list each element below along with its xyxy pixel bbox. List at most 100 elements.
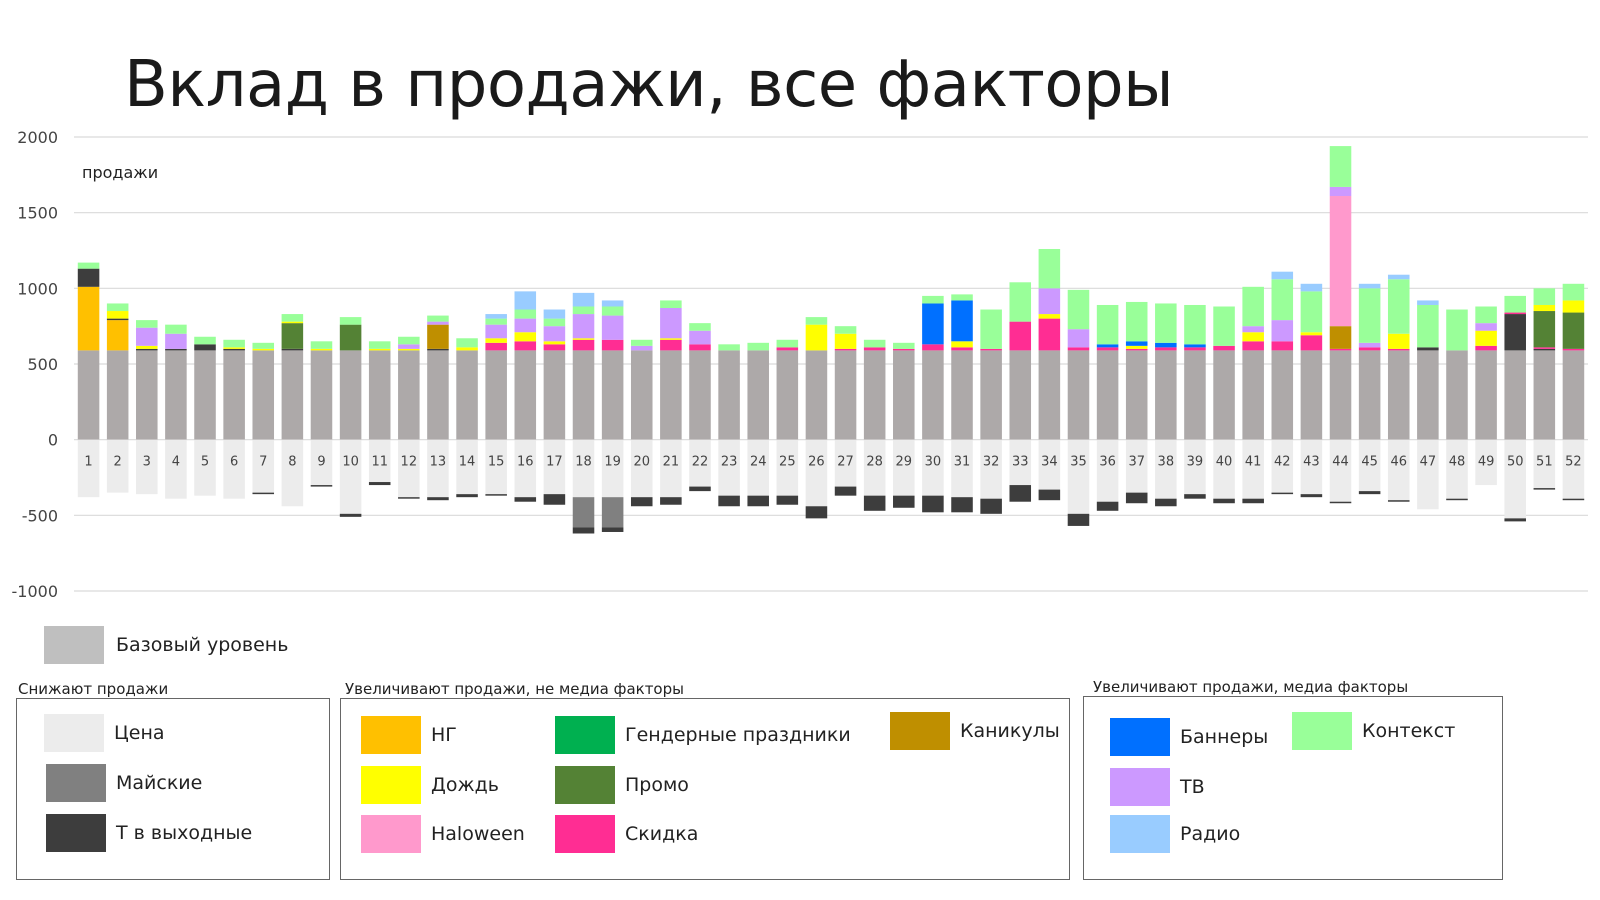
- bar-segment: [1504, 350, 1526, 440]
- bar-segment: [689, 323, 711, 331]
- bar-segment: [1067, 347, 1090, 351]
- bar-segment: [1358, 342, 1381, 348]
- bar-segment: [1125, 492, 1148, 504]
- bar-segment: [1038, 318, 1061, 351]
- bar-segment: [1271, 271, 1294, 280]
- x-tick-label: 34: [1041, 455, 1058, 470]
- legend-swatch: [361, 716, 421, 754]
- legend-label: ТВ: [1180, 776, 1205, 798]
- bar-segment: [310, 485, 333, 487]
- bar-segment: [543, 494, 566, 505]
- bar-segment: [1417, 304, 1439, 348]
- x-tick-label: 33: [1012, 455, 1029, 470]
- x-tick-label: 25: [779, 455, 796, 470]
- y-tick-label: -1000: [12, 582, 59, 601]
- x-tick-label: 19: [604, 455, 621, 470]
- bar-segment: [1446, 309, 1468, 351]
- bar-segment: [572, 439, 595, 498]
- bar-segment: [951, 347, 973, 351]
- bar-segment: [1038, 314, 1061, 319]
- bar-segment: [1271, 350, 1294, 440]
- bar-segment: [427, 321, 449, 325]
- bar-segment: [922, 303, 944, 345]
- bar-segment: [1271, 279, 1294, 321]
- legend-label: Скидка: [625, 823, 699, 845]
- bar-segment: [601, 527, 624, 532]
- x-tick-label: 49: [1478, 455, 1495, 470]
- bar-segment: [747, 439, 769, 496]
- bar-segment: [1358, 347, 1381, 351]
- bar-segment: [660, 339, 682, 351]
- bar-segment: [834, 350, 857, 440]
- bar-segment: [77, 350, 100, 440]
- bar-segment: [660, 300, 682, 309]
- bar-segment: [630, 345, 653, 351]
- bar-segment: [368, 350, 391, 440]
- bar-segment: [165, 324, 187, 334]
- x-tick-label: 26: [808, 455, 825, 470]
- bar-segment: [106, 318, 129, 321]
- bar-segment: [1417, 347, 1439, 351]
- bar-segment: [601, 439, 624, 498]
- bar-segment: [601, 339, 624, 351]
- bar-segment: [223, 339, 245, 348]
- bar-segment: [514, 318, 537, 333]
- bar-segment: [805, 350, 828, 440]
- bar-segment: [106, 350, 129, 440]
- legend-item-price: Цена: [44, 714, 165, 752]
- bar-segment: [1067, 350, 1090, 440]
- bar-segment: [601, 300, 624, 307]
- x-tick-label: 32: [983, 455, 1000, 470]
- x-tick-label: 42: [1274, 455, 1291, 470]
- bar-segment: [1009, 282, 1032, 322]
- bar-segment: [689, 344, 711, 351]
- bar-segment: [980, 439, 1002, 499]
- bar-segment: [281, 314, 304, 322]
- bar-segment: [1242, 286, 1264, 327]
- bar-segment: [1271, 439, 1294, 493]
- bar-segment: [660, 308, 682, 339]
- bar-segment: [1417, 439, 1439, 510]
- bar-segment: [893, 350, 915, 440]
- bar-segment: [1300, 439, 1323, 495]
- bar-segment: [601, 306, 624, 316]
- bar-segment: [339, 350, 362, 440]
- bar-segment: [922, 495, 944, 513]
- bar-segment: [398, 350, 420, 440]
- legend-swatch: [1110, 815, 1170, 853]
- bar-segment: [922, 350, 944, 440]
- bar-segment: [136, 350, 158, 440]
- bar-segment: [77, 262, 100, 269]
- bar-segment: [194, 439, 216, 496]
- bar-segment: [1184, 344, 1206, 348]
- bar-segment: [1387, 350, 1410, 440]
- x-tick-label: 37: [1128, 455, 1145, 470]
- bar-segment: [1271, 341, 1294, 351]
- bar-segment: [747, 342, 769, 351]
- x-tick-label: 50: [1507, 455, 1524, 470]
- bar-segment: [1125, 348, 1148, 351]
- bar-segment: [398, 439, 420, 498]
- bar-segment: [281, 348, 304, 351]
- bar-segment: [1184, 439, 1206, 495]
- bar-segment: [1533, 348, 1556, 351]
- legend-item-context: Контекст: [1292, 712, 1455, 750]
- bar-segment: [1358, 288, 1381, 343]
- bar-segment: [980, 348, 1002, 351]
- legend-swatch: [44, 714, 104, 752]
- bar-segment: [543, 350, 566, 440]
- bar-segment: [1562, 498, 1585, 501]
- bar-segment: [572, 306, 595, 315]
- bar-segment: [1096, 350, 1119, 440]
- bar-segment: [77, 286, 100, 351]
- bar-segment: [485, 439, 507, 495]
- bar-segment: [601, 350, 624, 440]
- bar-segment: [1038, 248, 1061, 289]
- legend-swatch: [555, 716, 615, 754]
- bar-segment: [1533, 350, 1556, 440]
- bar-segment: [1358, 350, 1381, 440]
- bar-segment: [106, 311, 129, 319]
- bar-segment: [718, 439, 740, 496]
- bar-segment: [398, 336, 420, 345]
- x-tick-label: 9: [317, 455, 325, 470]
